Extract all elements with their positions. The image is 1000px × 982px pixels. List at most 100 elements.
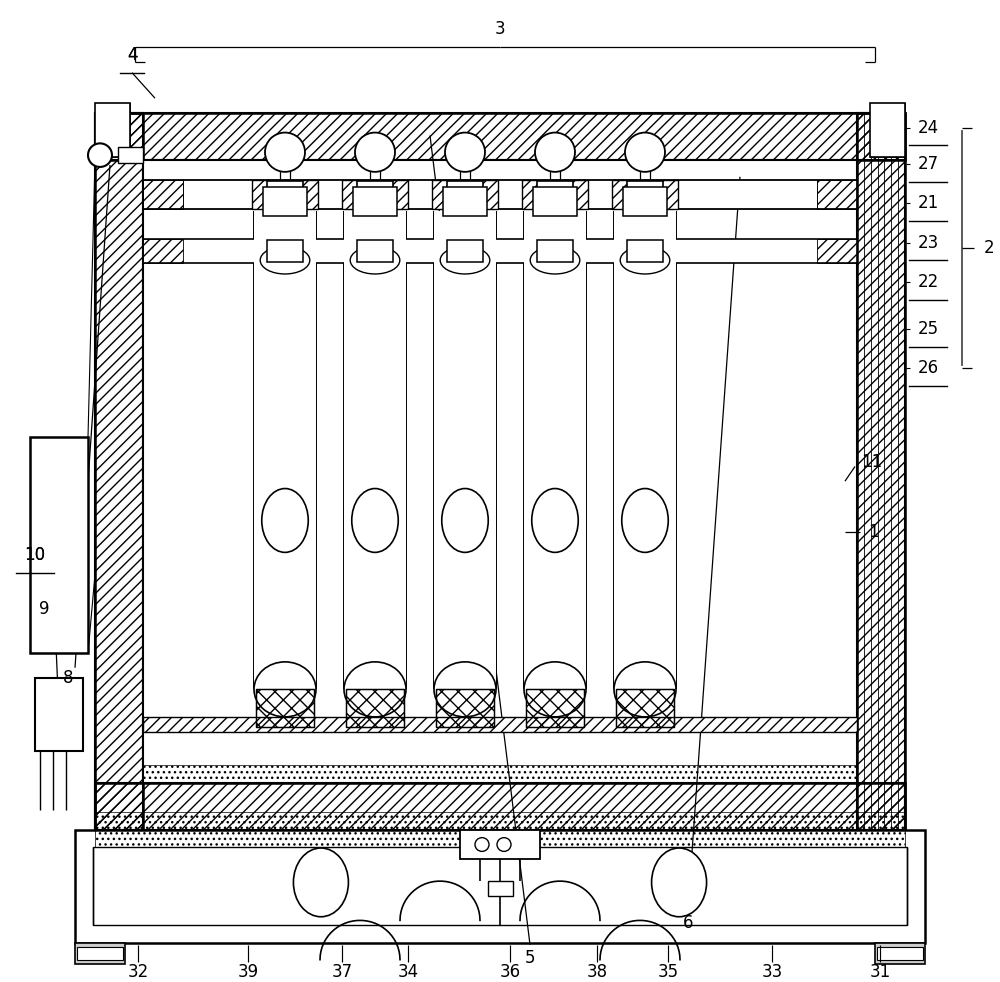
Bar <box>342 180 408 209</box>
Bar <box>447 240 483 262</box>
Bar <box>256 689 314 727</box>
Bar <box>143 160 857 783</box>
Text: 33: 33 <box>761 963 783 981</box>
Bar <box>95 103 130 157</box>
Bar <box>95 113 905 160</box>
Text: 36: 36 <box>499 963 521 981</box>
Bar <box>857 113 905 830</box>
Ellipse shape <box>620 246 670 274</box>
Text: 5: 5 <box>525 950 535 967</box>
Text: 34: 34 <box>397 963 419 981</box>
Bar <box>93 847 907 925</box>
Ellipse shape <box>532 489 578 553</box>
Bar <box>95 783 905 830</box>
Text: 39: 39 <box>237 963 259 981</box>
Ellipse shape <box>260 246 310 274</box>
Circle shape <box>475 838 489 851</box>
Text: 9: 9 <box>39 600 49 618</box>
Bar <box>346 689 404 727</box>
Bar <box>460 830 540 859</box>
Bar <box>616 689 674 727</box>
Bar <box>612 180 678 209</box>
Bar <box>524 211 586 689</box>
Ellipse shape <box>652 848 707 917</box>
Text: 23: 23 <box>917 234 939 251</box>
Bar <box>623 187 667 216</box>
Bar <box>537 181 573 208</box>
Text: 10: 10 <box>24 546 46 564</box>
Bar <box>353 187 397 216</box>
Bar <box>342 180 408 209</box>
Circle shape <box>445 133 485 172</box>
Ellipse shape <box>622 489 668 553</box>
Ellipse shape <box>350 246 400 274</box>
Bar <box>75 830 925 943</box>
Bar <box>267 240 303 262</box>
Bar <box>447 181 483 208</box>
Bar <box>870 103 905 157</box>
Bar <box>526 689 584 727</box>
Circle shape <box>497 838 511 851</box>
Bar <box>522 180 588 209</box>
Bar <box>118 147 143 163</box>
Bar <box>143 180 857 209</box>
Text: 6: 6 <box>683 914 693 932</box>
Text: 27: 27 <box>917 155 939 173</box>
Bar <box>346 689 404 727</box>
Ellipse shape <box>293 848 348 917</box>
Text: 25: 25 <box>917 320 939 338</box>
Ellipse shape <box>524 662 586 717</box>
Bar <box>143 765 857 783</box>
Ellipse shape <box>254 662 316 717</box>
Bar <box>875 943 925 964</box>
Text: 37: 37 <box>331 963 353 981</box>
Bar <box>143 717 857 732</box>
Circle shape <box>88 143 112 167</box>
Bar <box>254 211 316 689</box>
Text: 22: 22 <box>917 273 939 291</box>
Bar <box>95 113 143 830</box>
Bar <box>252 180 318 209</box>
Ellipse shape <box>442 489 488 553</box>
Bar <box>526 689 584 727</box>
Bar <box>256 689 314 727</box>
Bar <box>263 187 307 216</box>
Text: 31: 31 <box>869 963 891 981</box>
Circle shape <box>625 133 665 172</box>
Bar <box>857 113 905 830</box>
Bar <box>77 947 123 960</box>
Bar <box>488 881 512 896</box>
Text: 38: 38 <box>586 963 608 981</box>
Bar <box>75 943 125 964</box>
Circle shape <box>265 133 305 172</box>
Text: 3: 3 <box>495 21 505 38</box>
Text: 24: 24 <box>917 119 939 136</box>
Bar <box>95 812 905 847</box>
Bar <box>616 689 674 727</box>
Bar <box>537 240 573 262</box>
Bar <box>95 113 143 830</box>
Text: 8: 8 <box>63 669 73 686</box>
Ellipse shape <box>262 489 308 553</box>
Bar <box>357 181 393 208</box>
Text: 10: 10 <box>24 546 46 564</box>
Bar <box>817 239 857 263</box>
Bar <box>443 187 487 216</box>
Bar <box>436 689 494 727</box>
Bar <box>533 187 577 216</box>
Bar <box>95 113 905 160</box>
Ellipse shape <box>352 489 398 553</box>
Text: 21: 21 <box>917 194 939 212</box>
Bar <box>267 181 303 208</box>
Bar <box>627 240 663 262</box>
Bar <box>436 689 494 727</box>
Ellipse shape <box>434 662 496 717</box>
Bar <box>95 783 905 830</box>
Bar <box>75 830 925 943</box>
Ellipse shape <box>344 662 406 717</box>
Ellipse shape <box>530 246 580 274</box>
Bar <box>30 437 88 653</box>
Circle shape <box>355 133 395 172</box>
Bar <box>432 180 498 209</box>
Bar <box>344 211 406 689</box>
